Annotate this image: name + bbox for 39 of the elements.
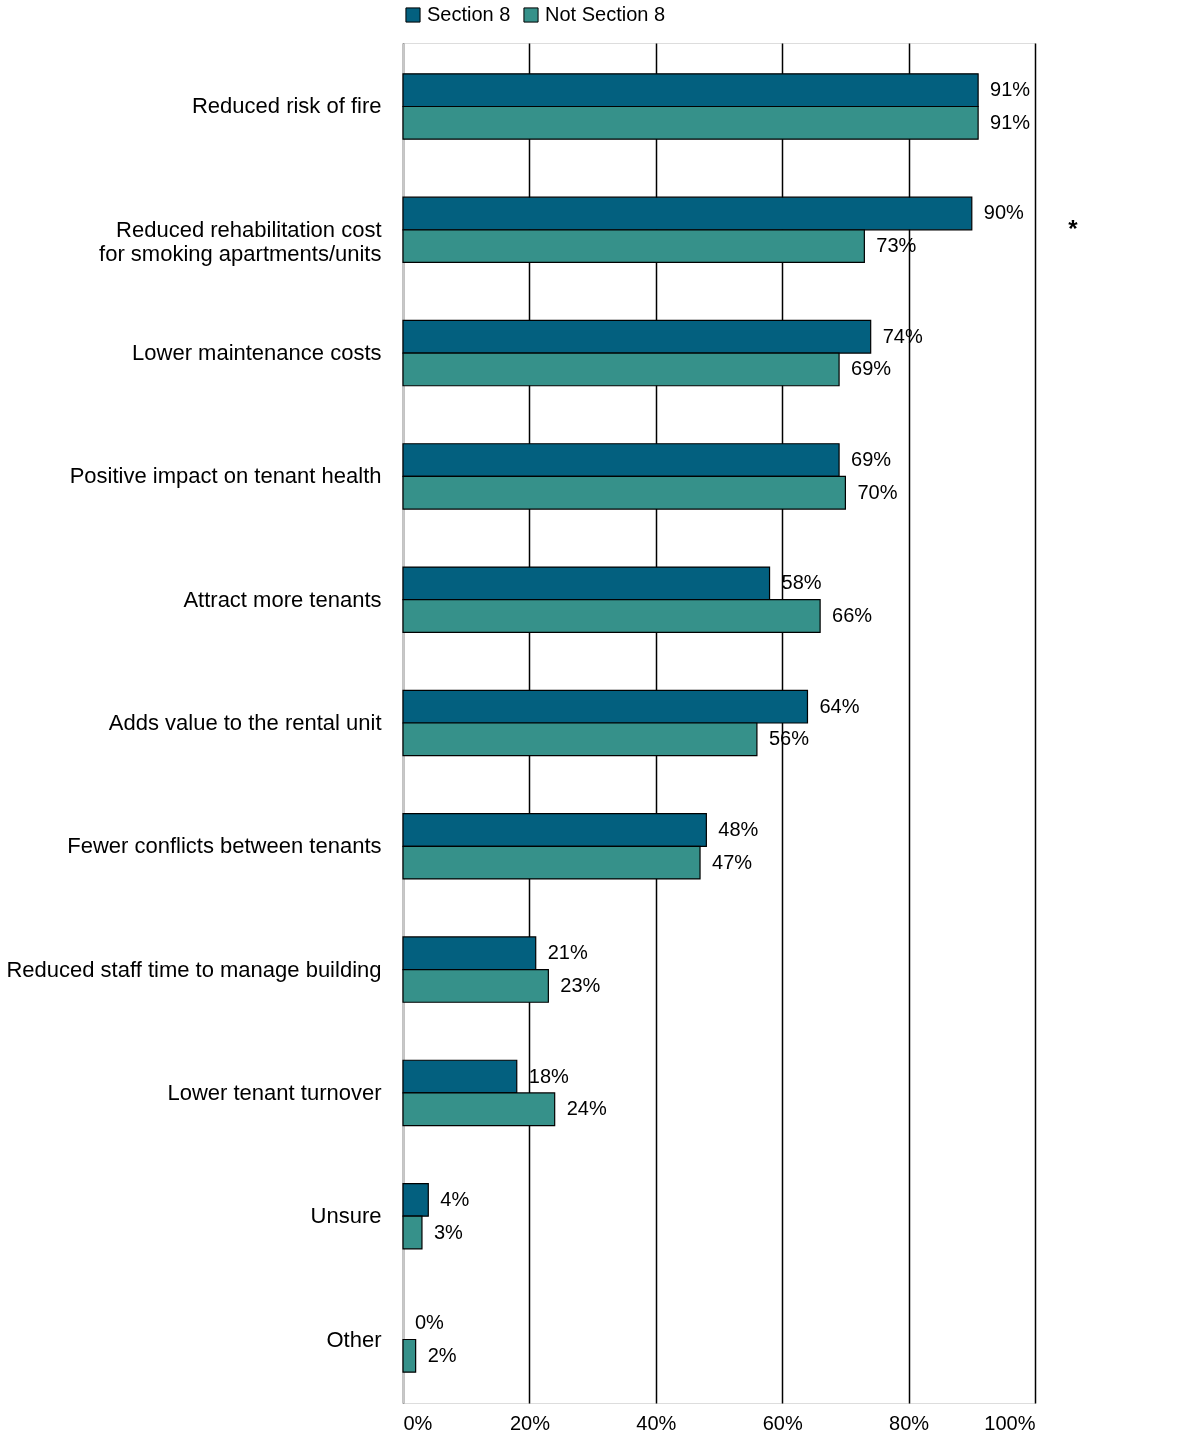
data-label: 3%: [433, 1220, 464, 1243]
data-label: 18%: [528, 1064, 570, 1087]
x-tick-label: 40%: [636, 1411, 677, 1433]
data-label: 0%: [415, 1311, 445, 1334]
text: *: [1068, 215, 1079, 243]
x-tick-label: 20%: [509, 1411, 551, 1433]
data-label: 91%: [990, 78, 1031, 101]
data-label: 58%: [781, 571, 822, 594]
data-label: 64%: [819, 694, 860, 717]
data-label: 70%: [857, 480, 898, 503]
y-tick-label: Unsure: [310, 1203, 382, 1229]
x-tick-label: 80%: [889, 1411, 930, 1433]
x-tick-label: 100%: [984, 1411, 1036, 1433]
y-tick-label: Lower maintenance costs: [132, 340, 382, 366]
data-label: 66%: [832, 604, 873, 627]
y-tick-label: Reduced rehabilitation cost for smoking apartments/units: [99, 216, 382, 266]
data-label: 47%: [712, 850, 753, 873]
x-tick-label: 0%: [403, 1411, 433, 1433]
y-tick-label: Other: [326, 1326, 382, 1352]
y-tick-label: Reduced risk of fire: [191, 93, 382, 119]
data-label: 24%: [566, 1097, 607, 1120]
data-label: 4%: [440, 1187, 470, 1210]
y-tick-label: Attract more tenants: [183, 586, 382, 612]
data-label: 69%: [851, 357, 892, 380]
data-label: 23%: [560, 973, 601, 996]
legend-label: Not Section 8: [545, 3, 666, 25]
data-label: 90%: [983, 201, 1025, 224]
y-tick-label: Adds value to the rental unit: [108, 710, 382, 735]
x-tick-label: 60%: [762, 1411, 803, 1433]
y-tick-label: Fewer conflicts between tenants: [67, 833, 382, 859]
data-label: 21%: [547, 941, 588, 964]
data-label: 91%: [990, 110, 1031, 133]
y-tick-label: Reduced staff time to manage building: [6, 956, 382, 982]
data-label: 69%: [851, 448, 892, 471]
y-tick-label: Lower tenant turnover: [167, 1079, 382, 1105]
data-label: 48%: [718, 817, 759, 840]
data-label: 2%: [427, 1343, 457, 1366]
y-tick-label: Positive impact on tenant health: [69, 463, 382, 489]
legend-label: Section 8: [427, 3, 511, 25]
